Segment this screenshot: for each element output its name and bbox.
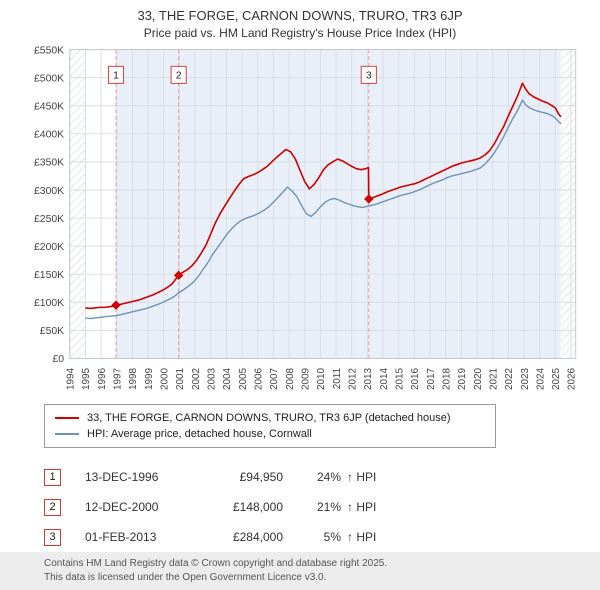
- sale-price: £94,950: [239, 470, 283, 484]
- svg-text:2011: 2011: [332, 367, 343, 389]
- svg-text:2026: 2026: [567, 367, 578, 390]
- svg-text:£350K: £350K: [34, 158, 64, 169]
- svg-text:2013: 2013: [363, 367, 374, 390]
- svg-text:2005: 2005: [238, 367, 249, 390]
- sale-hpi-relation: ↑ HPI: [347, 530, 377, 544]
- legend-label-property: 33, THE FORGE, CARNON DOWNS, TRURO, TR3 …: [87, 412, 451, 424]
- blue-line-swatch-icon: [55, 433, 79, 435]
- table-row: 2 12-DEC-2000 £148,000 21% ↑ HPI: [44, 492, 600, 522]
- svg-text:1997: 1997: [113, 367, 124, 390]
- svg-text:£450K: £450K: [34, 102, 64, 113]
- svg-text:2017: 2017: [426, 367, 437, 390]
- price-history-chart: 1 2 3 £0 £50K £100K £150K £200K £250K £300K £350K £…: [34, 45, 578, 390]
- svg-text:1994: 1994: [66, 367, 77, 390]
- sale-date: 01-FEB-2013: [85, 530, 157, 544]
- sale-marker-number: 3: [44, 528, 61, 546]
- sale-marker-number: 2: [44, 498, 61, 516]
- svg-text:2: 2: [176, 71, 182, 82]
- svg-text:1995: 1995: [81, 367, 92, 390]
- sale-hpi-relation: ↑ HPI: [347, 500, 377, 514]
- svg-text:£300K: £300K: [34, 186, 64, 197]
- svg-text:2000: 2000: [160, 367, 171, 390]
- footer-line-1: Contains HM Land Registry data © Crown c…: [44, 558, 388, 569]
- svg-text:2020: 2020: [473, 367, 484, 390]
- sale-date: 13-DEC-1996: [85, 470, 159, 484]
- transactions-table: 1 13-DEC-1996 £94,950 24% ↑ HPI 2 12-DEC…: [44, 462, 600, 552]
- svg-text:2002: 2002: [191, 367, 202, 390]
- sale-marker-number: 1: [44, 468, 61, 486]
- svg-text:2010: 2010: [316, 367, 327, 390]
- chart-subtitle: Price paid vs. HM Land Registry's House …: [143, 26, 457, 41]
- svg-text:2021: 2021: [488, 367, 499, 390]
- svg-text:2019: 2019: [457, 367, 468, 390]
- svg-text:2009: 2009: [301, 367, 312, 390]
- red-line-swatch-icon: [55, 417, 79, 419]
- sale-hpi-percent: 5%: [323, 530, 341, 544]
- chart-header: 33, THE FORGE, CARNON DOWNS, TRURO, TR3 …: [0, 0, 600, 42]
- svg-text:2012: 2012: [348, 367, 359, 390]
- svg-text:2025: 2025: [551, 367, 562, 390]
- svg-text:2018: 2018: [442, 367, 453, 390]
- svg-text:2001: 2001: [175, 367, 186, 390]
- table-row: 3 01-FEB-2013 £284,000 5% ↑ HPI: [44, 522, 600, 552]
- svg-text:£250K: £250K: [34, 214, 64, 225]
- legend-label-hpi: HPI: Average price, detached house, Corn…: [87, 428, 312, 440]
- sale-hpi-percent: 21%: [316, 500, 341, 514]
- sale-price: £284,000: [232, 530, 283, 544]
- svg-text:2015: 2015: [395, 367, 406, 390]
- svg-text:£0: £0: [53, 354, 65, 365]
- chart-legend: 33, THE FORGE, CARNON DOWNS, TRURO, TR3 …: [44, 404, 496, 448]
- table-row: 1 13-DEC-1996 £94,950 24% ↑ HPI: [44, 462, 600, 492]
- svg-text:1998: 1998: [128, 367, 139, 390]
- svg-text:£100K: £100K: [34, 298, 64, 309]
- svg-text:£550K: £550K: [34, 45, 64, 56]
- svg-text:2016: 2016: [410, 367, 421, 390]
- svg-text:£50K: £50K: [40, 326, 64, 337]
- sale-price: £148,000: [232, 500, 283, 514]
- sale-hpi-percent: 24%: [316, 470, 341, 484]
- sale-hpi-relation: ↑ HPI: [347, 470, 377, 484]
- svg-text:£500K: £500K: [34, 73, 64, 84]
- svg-text:2004: 2004: [222, 367, 233, 390]
- svg-text:2024: 2024: [535, 367, 546, 390]
- svg-text:2003: 2003: [207, 367, 218, 390]
- svg-text:2022: 2022: [504, 367, 515, 390]
- svg-text:£400K: £400K: [34, 130, 64, 141]
- svg-text:1999: 1999: [144, 367, 155, 390]
- svg-text:£150K: £150K: [34, 270, 64, 281]
- svg-text:1: 1: [113, 71, 119, 82]
- svg-text:1996: 1996: [97, 367, 108, 390]
- footer-line-2: This data is licensed under the Open Gov…: [44, 571, 327, 583]
- svg-text:2023: 2023: [520, 367, 531, 390]
- svg-text:2007: 2007: [269, 367, 280, 390]
- legend-entry-property: 33, THE FORGE, CARNON DOWNS, TRURO, TR3 …: [55, 410, 487, 426]
- chart-title: 33, THE FORGE, CARNON DOWNS, TRURO, TR3 …: [137, 8, 463, 23]
- svg-text:2006: 2006: [254, 367, 265, 390]
- svg-text:3: 3: [366, 71, 372, 82]
- legend-entry-hpi: HPI: Average price, detached house, Corn…: [55, 426, 487, 442]
- license-footer: Contains HM Land Registry data © Crown c…: [0, 552, 600, 590]
- svg-text:2008: 2008: [285, 367, 296, 390]
- svg-text:£200K: £200K: [34, 242, 64, 253]
- sale-date: 12-DEC-2000: [85, 500, 159, 514]
- svg-text:2014: 2014: [379, 367, 390, 390]
